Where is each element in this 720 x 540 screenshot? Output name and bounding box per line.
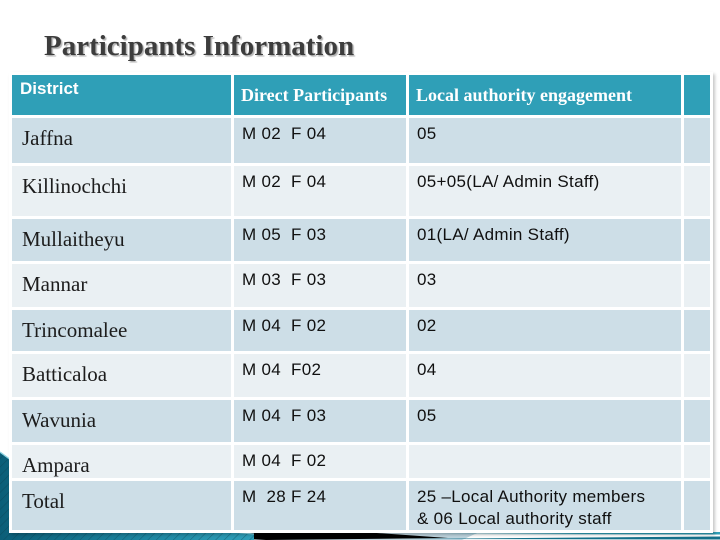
table-row: Mannar M 03 F 03 03 (12, 264, 710, 307)
cell-engagement: 05 (409, 400, 681, 442)
page-title: Participants Information (44, 30, 355, 62)
cell-participants: M 04 F 02 (234, 310, 406, 351)
cell-district: Killinochchi (12, 166, 231, 216)
table-row: Batticaloa M 04 F02 04 (12, 354, 710, 397)
header-row: District Direct Participants Local autho… (12, 75, 710, 115)
cell-engagement: 04 (409, 354, 681, 397)
table-body: Jaffna M 02 F 04 05 Killinochchi M 02 F … (12, 118, 710, 531)
cell-participants: M 02 F 04 (234, 166, 406, 216)
cell-extra (684, 118, 710, 163)
cell-engagement (409, 445, 681, 478)
cell-extra (684, 445, 710, 478)
cell-district: Jaffna (12, 118, 231, 163)
table-header: District Direct Participants Local autho… (12, 75, 710, 115)
cell-district: Total (12, 481, 231, 531)
header-district: District (12, 75, 231, 115)
cell-district: Wavunia (12, 400, 231, 442)
cell-extra (684, 354, 710, 397)
table-row: Killinochchi M 02 F 04 05+05(LA/ Admin S… (12, 166, 710, 216)
cell-participants: M 04 F02 (234, 354, 406, 397)
cell-engagement: 05 (409, 118, 681, 163)
cell-district: Mullaitheyu (12, 219, 231, 261)
cell-participants: M 04 F 03 (234, 400, 406, 442)
cell-participants: M 05 F 03 (234, 219, 406, 261)
cell-participants: M 02 F 04 (234, 118, 406, 163)
cell-engagement: 01(LA/ Admin Staff) (409, 219, 681, 261)
table-row: Jaffna M 02 F 04 05 (12, 118, 710, 163)
cell-engagement: 02 (409, 310, 681, 351)
cell-participants: M 04 F 02 (234, 445, 406, 478)
cell-extra (684, 219, 710, 261)
table-row: Wavunia M 04 F 03 05 (12, 400, 710, 442)
cell-extra (684, 400, 710, 442)
cell-engagement: 03 (409, 264, 681, 307)
cell-participants: M 28 F 24 (234, 481, 406, 531)
header-local-authority-engagement: Local authority engagement (409, 75, 681, 115)
cell-participants: M 03 F 03 (234, 264, 406, 307)
header-direct-participants: Direct Participants (234, 75, 406, 115)
table-row: Ampara M 04 F 02 (12, 445, 710, 478)
cell-district: Batticaloa (12, 354, 231, 397)
cell-district: Mannar (12, 264, 231, 307)
table-row: Total M 28 F 24 25 –Local Authority memb… (12, 481, 710, 531)
table-row: Trincomalee M 04 F 02 02 (12, 310, 710, 351)
cell-district: Ampara (12, 445, 231, 478)
cell-district: Trincomalee (12, 310, 231, 351)
participants-table: District Direct Participants Local autho… (9, 72, 713, 534)
cell-extra (684, 166, 710, 216)
cell-engagement: 25 –Local Authority members & 06 Local a… (409, 481, 681, 531)
thin-line-lower (405, 536, 720, 540)
cell-extra (684, 481, 710, 531)
header-extra (684, 75, 710, 115)
cell-engagement: 05+05(LA/ Admin Staff) (409, 166, 681, 216)
cell-extra (684, 264, 710, 307)
cell-extra (684, 310, 710, 351)
table-row: Mullaitheyu M 05 F 03 01(LA/ Admin Staff… (12, 219, 710, 261)
